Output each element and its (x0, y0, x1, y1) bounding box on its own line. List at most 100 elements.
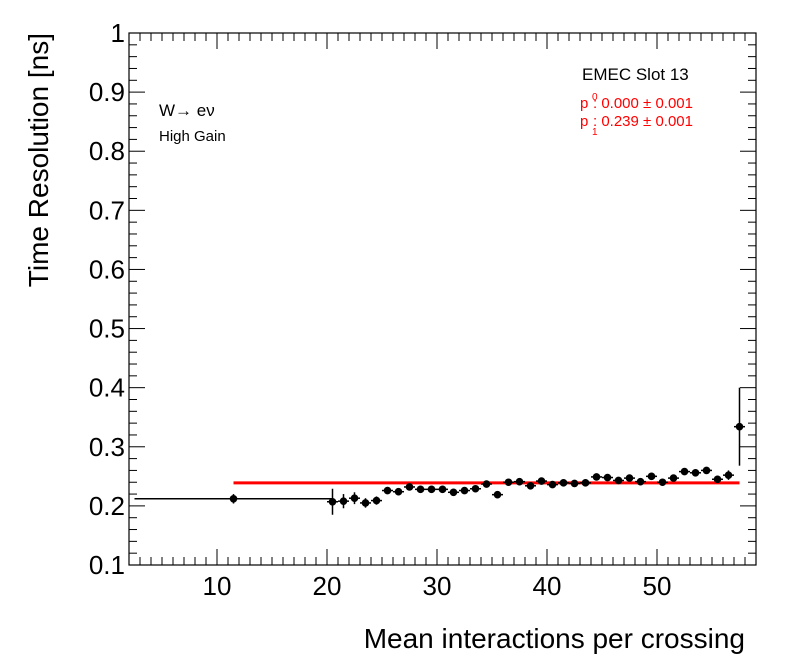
data-marker (581, 479, 590, 487)
data-marker (361, 499, 370, 507)
data-point (514, 477, 525, 486)
data-marker (229, 494, 238, 503)
data-marker (702, 466, 711, 475)
data-marker (680, 467, 689, 476)
data-marker (735, 422, 744, 431)
data-point (349, 492, 360, 505)
data-point (558, 479, 569, 487)
y-tick-label: 0.1 (89, 550, 125, 580)
y-axis-title: Time Resolution [ns] (23, 33, 54, 287)
data-point (404, 483, 415, 491)
data-point (448, 488, 459, 497)
data-point (646, 472, 657, 481)
chart-title: EMEC Slot 13 (582, 65, 689, 84)
data-marker (515, 477, 524, 486)
data-marker (669, 474, 678, 482)
data-points (134, 387, 745, 515)
data-point (569, 479, 580, 488)
data-point (459, 486, 470, 495)
y-tick-label: 0.8 (89, 136, 125, 166)
data-point (668, 474, 679, 482)
data-marker (603, 473, 612, 482)
data-point (338, 494, 349, 509)
data-marker (625, 474, 634, 482)
data-marker (570, 479, 579, 488)
data-point (602, 473, 613, 482)
fit-p1-symbol: p (580, 113, 588, 130)
data-marker (383, 486, 392, 495)
data-marker (328, 497, 337, 506)
data-point (470, 484, 481, 493)
data-marker (592, 473, 601, 481)
data-marker (350, 494, 359, 503)
x-tick-label: 40 (533, 571, 562, 601)
x-tick-label: 20 (313, 571, 342, 601)
data-marker (394, 487, 403, 496)
data-point (393, 487, 404, 496)
data-marker (427, 485, 436, 494)
fit-p1-sub: 1 (592, 127, 598, 138)
data-marker (416, 485, 425, 494)
data-marker (559, 479, 568, 487)
x-tick-label: 50 (643, 571, 672, 601)
data-marker (438, 485, 447, 494)
data-point (701, 466, 712, 475)
data-marker (372, 496, 381, 505)
data-marker (482, 480, 491, 488)
data-point (134, 494, 333, 504)
data-point (382, 486, 393, 495)
data-point (723, 470, 734, 480)
x-tick-label: 10 (203, 571, 232, 601)
y-tick-label: 0.5 (89, 314, 125, 344)
y-tick-label: 0.9 (89, 77, 125, 107)
y-tick-label: 0.2 (89, 491, 125, 521)
y-tick-label: 1 (111, 18, 125, 48)
data-point (547, 480, 558, 489)
tick-labels: 10 20 30 40 500.10.20.30.40.50.60.70.80.91 (89, 18, 672, 601)
data-marker (658, 478, 667, 487)
y-tick-label: 0.7 (89, 195, 125, 225)
x-axis-title: Mean interactions per crossing (364, 623, 745, 654)
data-marker (493, 490, 502, 499)
data-marker (636, 477, 645, 486)
data-point (492, 490, 503, 499)
data-point (712, 475, 723, 484)
data-point (327, 488, 338, 515)
data-marker (614, 476, 623, 485)
y-tick-label: 0.6 (89, 254, 125, 284)
data-point (525, 481, 536, 490)
data-marker (449, 488, 458, 497)
data-point (624, 474, 635, 482)
y-tick-label: 0.3 (89, 432, 125, 462)
x-tick-label: 30 (423, 571, 452, 601)
y-tick-label: 0.4 (89, 373, 125, 403)
fit-p0-value: : 0.000 ± 0.001 (593, 95, 693, 112)
data-point (635, 477, 646, 486)
data-marker (691, 468, 700, 477)
data-point (536, 477, 547, 485)
data-marker (339, 497, 348, 505)
data-point (360, 498, 371, 508)
gain-label: High Gain (159, 128, 226, 145)
data-point (690, 468, 701, 477)
data-marker (460, 486, 469, 495)
data-point (613, 476, 624, 485)
data-marker (647, 472, 656, 481)
data-point (481, 480, 492, 488)
fit-p1-value: : 0.239 ± 0.001 (593, 113, 693, 130)
data-marker (724, 471, 733, 479)
data-point (371, 496, 382, 505)
data-marker (713, 475, 722, 484)
plot-frame (128, 32, 757, 566)
data-point (591, 473, 602, 481)
fit-p0-symbol: p (580, 95, 588, 112)
data-marker (471, 484, 480, 493)
data-marker (504, 478, 513, 487)
fit-p0-sub: 0 (592, 92, 598, 103)
data-point (415, 485, 426, 494)
process-label: W→ eν (159, 101, 215, 120)
data-marker (526, 481, 535, 490)
data-point (503, 478, 514, 487)
